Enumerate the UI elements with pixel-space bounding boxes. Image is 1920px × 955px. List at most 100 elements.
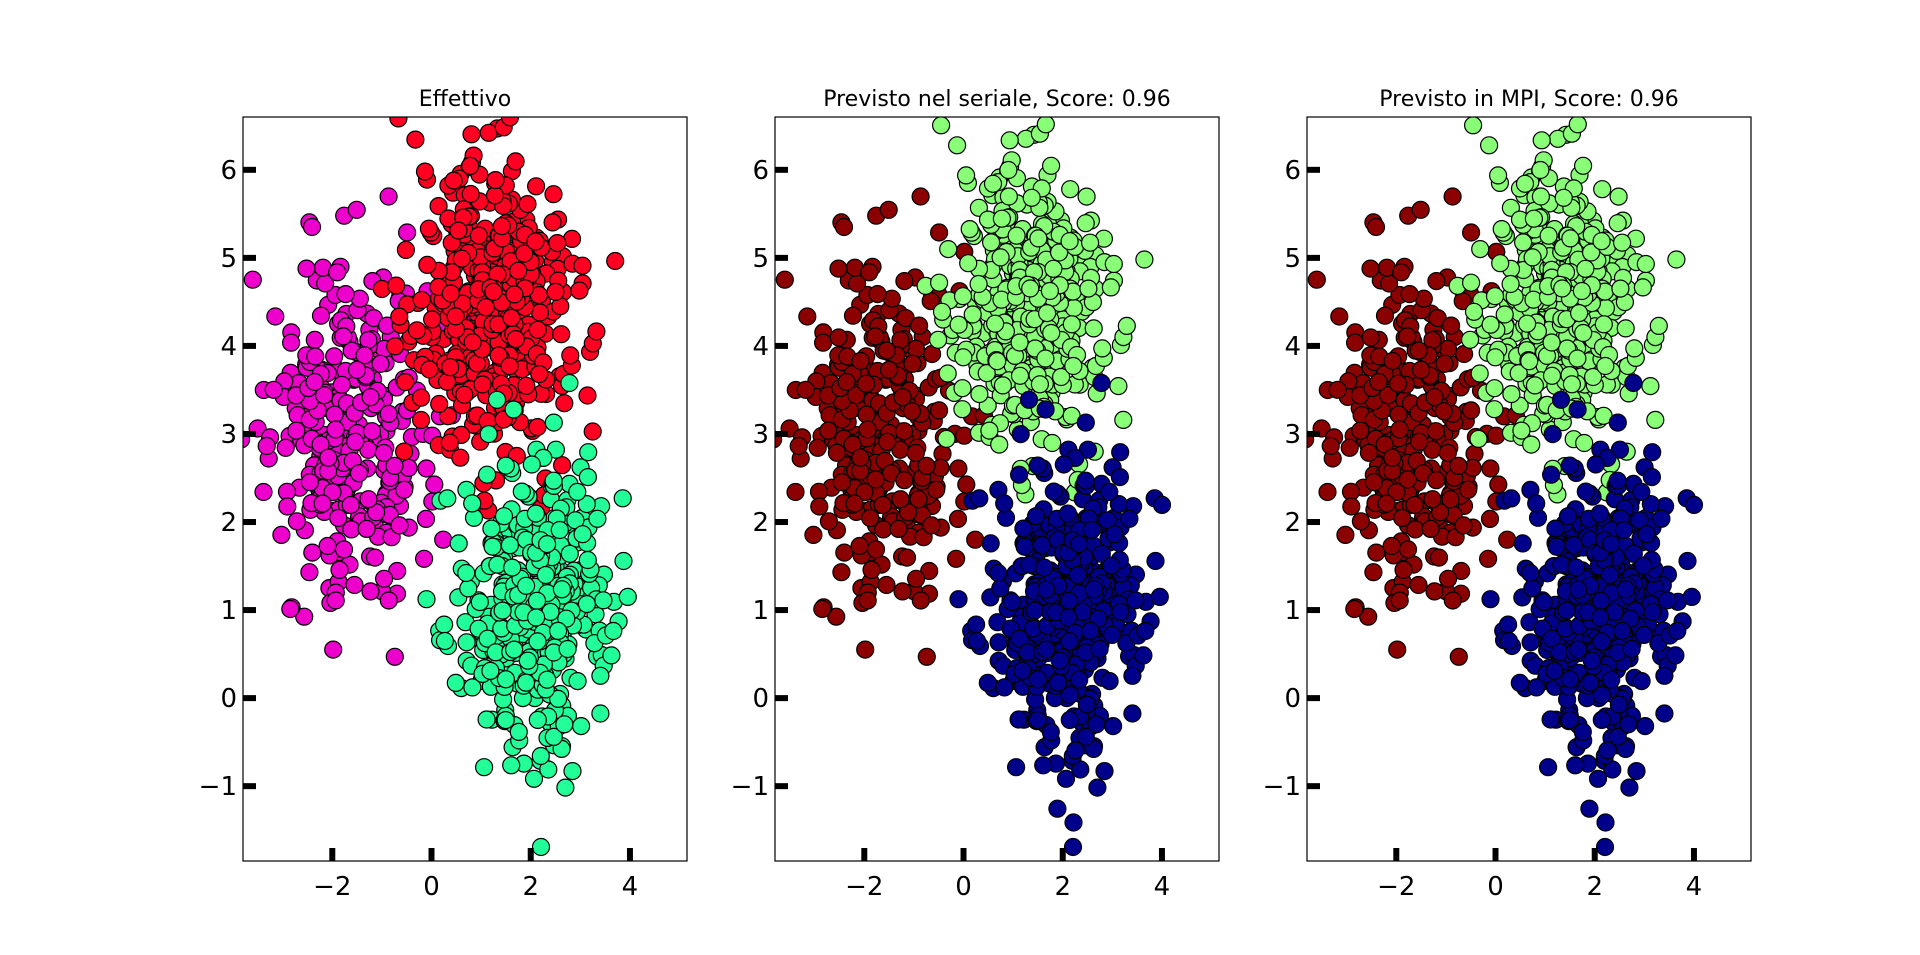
point-magenta	[341, 495, 360, 515]
point-dark_red	[1392, 263, 1411, 282]
point-red	[406, 130, 425, 149]
point-navy	[1568, 400, 1587, 419]
point-dark_red	[843, 306, 863, 325]
point-light_green	[1007, 226, 1026, 245]
point-navy	[1668, 621, 1687, 641]
point-spring_green	[494, 507, 514, 526]
point-spring_green	[550, 520, 569, 540]
point-light_green	[937, 429, 956, 448]
point-light_green	[1667, 250, 1686, 269]
point-spring_green	[502, 756, 521, 775]
point-spring_green	[503, 558, 522, 577]
point-spring_green	[588, 509, 607, 528]
point-spring_green	[548, 621, 568, 641]
point-light_green	[1044, 259, 1063, 278]
point-navy	[1684, 495, 1704, 514]
point-navy	[1592, 710, 1611, 730]
panel-title: Effettivo	[419, 87, 511, 112]
point-navy	[1655, 666, 1674, 685]
point-dark_red	[1406, 520, 1425, 539]
point-spring_green	[602, 646, 621, 665]
point-magenta	[390, 516, 409, 535]
point-navy	[1541, 465, 1561, 484]
point-navy	[1576, 482, 1595, 501]
point-dark_red	[866, 327, 885, 346]
point-navy	[1498, 615, 1518, 634]
point-spring_green	[618, 587, 637, 607]
point-dark_red	[889, 519, 908, 539]
point-navy	[1034, 756, 1053, 775]
point-navy	[1092, 373, 1111, 393]
point-dark_red	[929, 223, 949, 242]
point-dark_red	[1487, 426, 1506, 445]
point-navy	[1100, 482, 1119, 501]
point-navy	[1616, 580, 1636, 599]
point-magenta	[342, 520, 361, 539]
point-navy	[1560, 670, 1580, 689]
point-navy	[991, 579, 1010, 598]
point-spring_green	[531, 746, 550, 766]
point-dark_red	[851, 448, 870, 467]
point-spring_green	[496, 670, 515, 689]
point-navy	[1608, 413, 1627, 432]
point-dark_red	[1318, 482, 1337, 502]
point-light_green	[1036, 117, 1055, 134]
point-light_green	[1461, 273, 1481, 292]
point-light_green	[939, 240, 958, 259]
point-dark_red	[878, 432, 897, 451]
y-tick-label: 4	[752, 332, 769, 362]
point-magenta	[287, 421, 306, 440]
point-light_green	[1060, 232, 1079, 251]
point-navy	[1028, 456, 1047, 475]
point-dark_red	[917, 456, 936, 475]
point-red	[543, 213, 562, 232]
panel-title: Previsto nel seriale, Score: 0.96	[823, 87, 1171, 112]
x-tick-label: 4	[1154, 872, 1171, 902]
point-dark_red	[808, 438, 827, 457]
point-light_green	[1010, 366, 1030, 385]
point-red	[395, 442, 414, 461]
point-navy	[1060, 710, 1079, 730]
point-spring_green	[496, 456, 515, 475]
point-dark_red	[877, 341, 896, 360]
point-red	[461, 156, 480, 175]
point-navy	[966, 615, 986, 634]
x-tick-label: 2	[1586, 872, 1603, 902]
point-dark_red	[858, 420, 877, 439]
point-navy	[1619, 715, 1638, 734]
point-dark_red	[917, 647, 936, 666]
point-spring_green	[504, 640, 524, 659]
point-navy	[1608, 727, 1627, 747]
point-red	[526, 177, 546, 196]
point-navy	[1146, 551, 1165, 571]
point-navy	[1028, 710, 1047, 730]
x-tick-label: 4	[622, 872, 639, 902]
point-light_green	[1030, 375, 1050, 394]
point-navy	[1064, 813, 1083, 832]
point-navy	[1009, 710, 1028, 729]
point-dark_red	[1434, 402, 1454, 421]
y-tick-label: 3	[1284, 420, 1301, 450]
point-light_green	[1520, 352, 1539, 371]
point-red	[515, 244, 534, 263]
point-dark_red	[1438, 443, 1457, 463]
point-light_green	[953, 287, 973, 306]
point-navy	[1095, 761, 1114, 781]
point-navy	[1560, 456, 1579, 475]
point-spring_green	[457, 563, 476, 583]
point-magenta	[272, 525, 291, 545]
point-dark_red	[1498, 530, 1517, 549]
point-red	[473, 375, 492, 394]
point-magenta	[332, 375, 351, 394]
point-light_green	[1531, 160, 1550, 180]
point-spring_green	[560, 373, 579, 393]
point-dark_red	[1382, 536, 1401, 556]
point-dark_red	[946, 549, 966, 568]
point-navy	[1609, 695, 1629, 714]
point-dark_red	[1443, 591, 1462, 610]
point-dark_red	[835, 543, 854, 562]
point-dark_red	[1340, 438, 1359, 457]
x-tick-label: −2	[845, 872, 883, 902]
point-spring_green	[591, 666, 610, 685]
point-light_green	[1041, 156, 1061, 175]
